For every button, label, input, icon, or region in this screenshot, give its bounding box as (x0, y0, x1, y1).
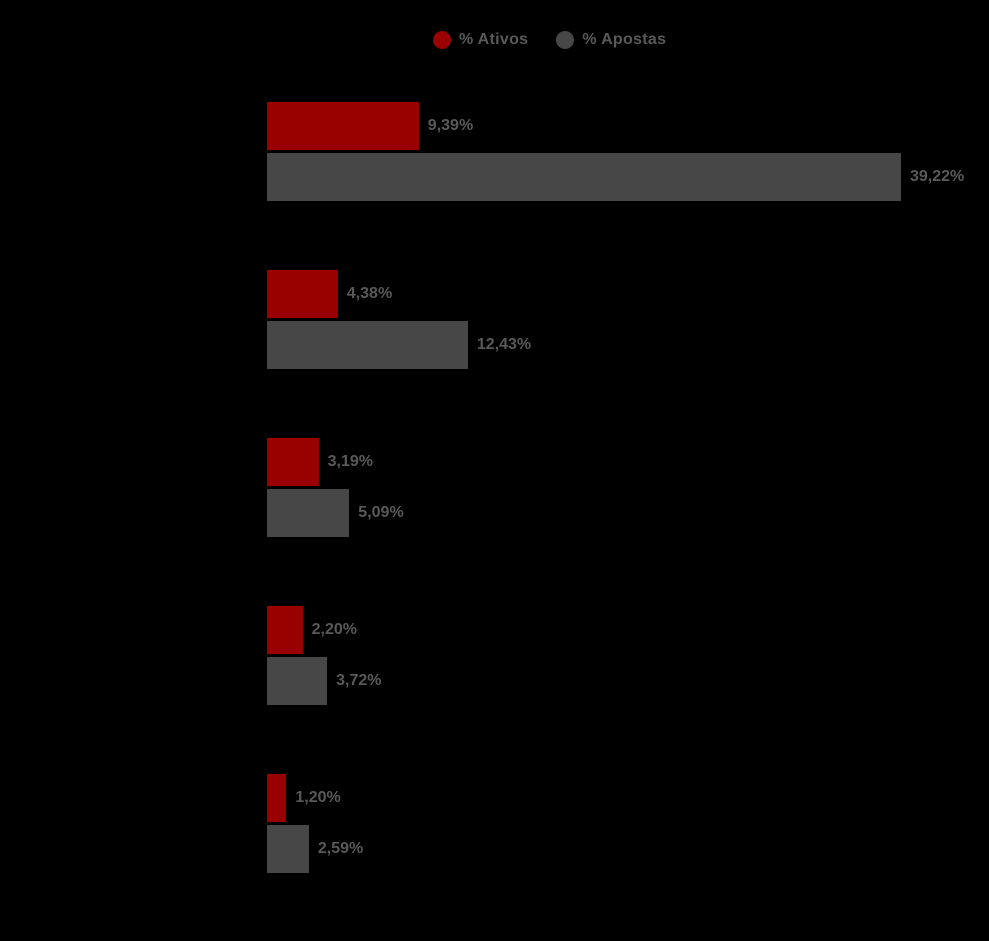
legend-item-ativos[interactable]: % Ativos (433, 31, 528, 49)
legend-label-apostas: % Apostas (582, 31, 667, 48)
bar-ativos-group-2[interactable] (267, 270, 338, 318)
bar-value-label: 5,09% (358, 504, 404, 521)
legend: % Ativos % Apostas (433, 31, 666, 49)
bar-value-label: 3,72% (336, 672, 382, 689)
legend-dot-ativos-icon (433, 31, 451, 49)
bar-value-label: 3,19% (327, 453, 373, 470)
bar-value-label: 9,39% (427, 117, 474, 134)
bar-apostas-group-5[interactable] (267, 825, 309, 873)
bar-value-label: 39,22% (910, 168, 965, 185)
bar-ativos-group-5[interactable] (267, 774, 287, 822)
bar-value-label: 2,59% (317, 840, 364, 857)
legend-item-apostas[interactable]: % Apostas (556, 31, 666, 49)
bar-value-label: 1,20% (295, 789, 341, 806)
bar-ativos-group-1[interactable] (267, 102, 419, 150)
legend-dot-apostas-icon (556, 31, 575, 49)
bar-value-label: 4,38% (346, 285, 393, 302)
bar-apostas-group-1[interactable] (267, 153, 901, 201)
bar-value-label: 12,43% (476, 336, 532, 353)
bar-value-label: 2,20% (311, 621, 357, 638)
bar-apostas-group-4[interactable] (267, 657, 328, 705)
bar-apostas-group-3[interactable] (267, 489, 350, 537)
bar-apostas-group-2[interactable] (267, 321, 468, 369)
bar-ativos-group-3[interactable] (267, 438, 319, 486)
legend-label-ativos: % Ativos (459, 31, 529, 48)
bar-ativos-group-4[interactable] (267, 606, 303, 654)
